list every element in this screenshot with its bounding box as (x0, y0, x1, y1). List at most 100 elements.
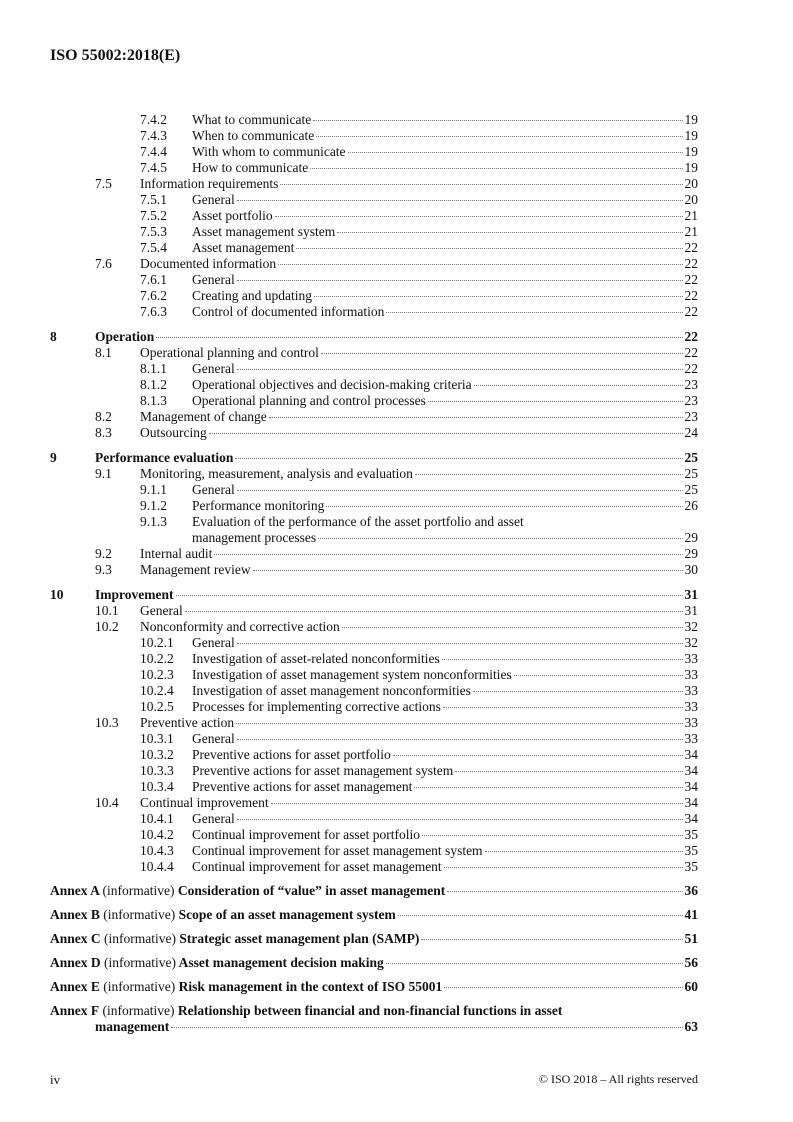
annex-informative-note: (informative) (102, 883, 175, 898)
dot-leader (392, 755, 683, 756)
toc-entry-9-2[interactable]: 9.2 Internal audit 29 (50, 546, 698, 562)
toc-entry-7-5-2[interactable]: 7.5.2 Asset portfolio 21 (50, 208, 698, 224)
toc-entry-8-1-2[interactable]: 8.1.2 Operational objectives and decision… (50, 377, 698, 393)
toc-entry-9-3[interactable]: 9.3 Management review 30 (50, 562, 698, 578)
section-number: 10.3 (95, 715, 119, 730)
toc-entry-10-4-4[interactable]: 10.4.4 Continual improvement for asset ma… (50, 859, 698, 875)
section-number: 10 (50, 587, 64, 602)
page-ref: 34 (684, 795, 699, 810)
page-ref: 30 (684, 562, 699, 577)
page-ref: 35 (684, 859, 699, 874)
dot-leader (313, 120, 683, 121)
toc-annex-f[interactable]: Annex F (informative) Relationship betwe… (50, 1003, 698, 1019)
annex-informative-note: (informative) (104, 931, 176, 946)
toc-entry-10-4-2[interactable]: 10.4.2 Continual improvement for asset po… (50, 827, 698, 843)
dot-leader (326, 506, 683, 507)
toc-entry-10-2-1[interactable]: 10.2.1 General 32 (50, 635, 698, 651)
toc-entry-10-2-5[interactable]: 10.2.5 Processes for implementing correct… (50, 699, 698, 715)
section-title: Management review (140, 562, 251, 577)
section-title: Operational planning and control process… (192, 393, 426, 408)
toc-annex-c[interactable]: Annex C (informative) Strategic asset ma… (50, 931, 698, 947)
section-number: 7.6.3 (140, 304, 167, 319)
toc-annex-e[interactable]: Annex E (informative) Risk management in… (50, 979, 698, 995)
toc-entry-7-5-3[interactable]: 7.5.3 Asset management system 21 (50, 224, 698, 240)
section-title: Asset management (192, 240, 295, 255)
page-ref: 22 (684, 272, 699, 287)
section-title: What to communicate (192, 112, 312, 127)
section-title: Documented information (140, 256, 277, 271)
dot-leader (443, 867, 683, 868)
section-number: 10.2.3 (140, 667, 174, 682)
section-number: 9.1.2 (140, 498, 167, 513)
dot-leader (214, 554, 683, 555)
section-number: 7.6 (95, 256, 112, 271)
page-ref: 19 (684, 144, 699, 159)
toc-entry-10-2-3[interactable]: 10.2.3 Investigation of asset management … (50, 667, 698, 683)
dot-leader (236, 369, 683, 370)
section-number: 7.5 (95, 176, 112, 191)
toc-annex-a[interactable]: Annex A (informative) Consideration of “… (50, 883, 698, 899)
toc-entry-7-4-3[interactable]: 7.4.3 When to communicate 19 (50, 128, 698, 144)
annex-heading: Annex F (informative) Relationship betwe… (50, 1003, 562, 1019)
dot-leader (236, 723, 683, 724)
section-number: 9.1 (95, 466, 112, 481)
toc-entry-7-6-2[interactable]: 7.6.2 Creating and updating 22 (50, 288, 698, 304)
page-ref: 22 (684, 256, 699, 271)
toc-entry-9-1-1[interactable]: 9.1.1 General 25 (50, 482, 698, 498)
toc-annex-b[interactable]: Annex B (informative) Scope of an asset … (50, 907, 698, 923)
page-ref: 24 (684, 425, 699, 440)
toc-entry-7-5[interactable]: 7.5 Information requirements 20 (50, 176, 698, 192)
toc-entry-7-4-5[interactable]: 7.4.5 How to communicate 19 (50, 160, 698, 176)
toc-entry-10-3-3[interactable]: 10.3.3 Preventive actions for asset manag… (50, 763, 698, 779)
toc-entry-9[interactable]: 9 Performance evaluation 25 (50, 450, 698, 466)
toc-entry-10-2-2[interactable]: 10.2.2 Investigation of asset-related non… (50, 651, 698, 667)
toc-entry-10-1[interactable]: 10.1 General 31 (50, 603, 698, 619)
toc-annex-d[interactable]: Annex D (informative) Asset management d… (50, 955, 698, 971)
toc-entry-9-1-2[interactable]: 9.1.2 Performance monitoring 26 (50, 498, 698, 514)
toc-entry-10-2[interactable]: 10.2 Nonconformity and corrective action 3… (50, 619, 698, 635)
toc-entry-10-3-1[interactable]: 10.3.1 General 33 (50, 731, 698, 747)
toc-entry-10-3[interactable]: 10.3 Preventive action 33 (50, 715, 698, 731)
page-ref: 21 (684, 224, 699, 239)
annex-informative-note: (informative) (103, 907, 176, 922)
section-title: Investigation of asset management system… (192, 667, 512, 682)
page-ref: 33 (684, 699, 699, 714)
toc-entry-7-6-1[interactable]: 7.6.1 General 22 (50, 272, 698, 288)
toc-entry-7-6-3[interactable]: 7.6.3 Control of documented information 22 (50, 304, 698, 320)
toc-entry-7-5-4[interactable]: 7.5.4 Asset management 22 (50, 240, 698, 256)
toc-entry-8-3[interactable]: 8.3 Outsourcing 24 (50, 425, 698, 441)
toc-entry-9-1[interactable]: 9.1 Monitoring, measurement, analysis and… (50, 466, 698, 482)
annex-label: Annex E (50, 979, 100, 994)
toc-entry-10[interactable]: 10 Improvement 31 (50, 587, 698, 603)
page-ref: 22 (684, 361, 699, 376)
toc-entry-7-4-4[interactable]: 7.4.4 With whom to communicate 19 (50, 144, 698, 160)
toc-entry-continuation[interactable]: management processes 29 (50, 530, 698, 546)
toc-entry-8-1-1[interactable]: 8.1.1 General 22 (50, 361, 698, 377)
toc-entry-8-2[interactable]: 8.2 Management of change 23 (50, 409, 698, 425)
annex-label: Annex B (50, 907, 100, 922)
toc-entry-7-6[interactable]: 7.6 Documented information 22 (50, 256, 698, 272)
toc-entry-8[interactable]: 8 Operation 22 (50, 329, 698, 345)
toc-entry-10-3-4[interactable]: 10.3.4 Preventive actions for asset manag… (50, 779, 698, 795)
toc-entry-7-5-1[interactable]: 7.5.1 General 20 (50, 192, 698, 208)
section-title: Operational planning and control (140, 345, 319, 360)
dot-leader (427, 401, 683, 402)
toc-entry-10-4[interactable]: 10.4 Continual improvement 34 (50, 795, 698, 811)
toc-entry-10-2-4[interactable]: 10.2.4 Investigation of asset management … (50, 683, 698, 699)
toc-entry-7-4-2[interactable]: 7.4.2 What to communicate 19 (50, 112, 698, 128)
toc-annex-continuation[interactable]: management 63 (50, 1019, 698, 1035)
page-ref: 33 (684, 731, 699, 746)
dot-leader (236, 200, 683, 201)
toc-entry-10-3-2[interactable]: 10.3.2 Preventive actions for asset portf… (50, 747, 698, 763)
section-number: 7.5.2 (140, 208, 167, 223)
dot-leader (236, 819, 683, 820)
toc-entry-10-4-1[interactable]: 10.4.1 General 34 (50, 811, 698, 827)
toc-entry-8-1[interactable]: 8.1 Operational planning and control 22 (50, 345, 698, 361)
toc-entry-8-1-3[interactable]: 8.1.3 Operational planning and control pr… (50, 393, 698, 409)
toc-entry-10-4-3[interactable]: 10.4.3 Continual improvement for asset ma… (50, 843, 698, 859)
page-ref: 33 (684, 667, 699, 682)
page-ref: 34 (684, 811, 699, 826)
toc-entry-9-1-3[interactable]: 9.1.3 Evaluation of the performance of th… (50, 514, 698, 530)
page-ref: 20 (684, 192, 699, 207)
section-number: 10.2 (95, 619, 119, 634)
